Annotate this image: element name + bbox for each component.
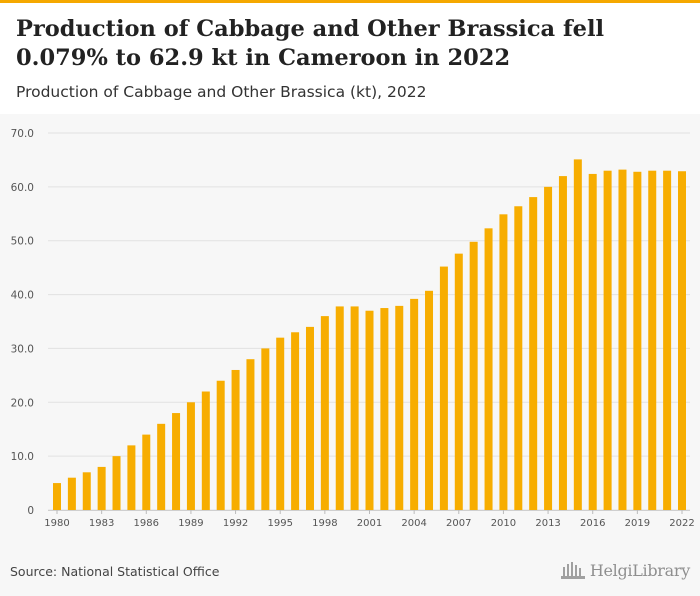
y-tick-label: 20.0 <box>11 397 34 409</box>
bar-2006[interactable] <box>439 266 448 510</box>
y-tick-label: 10.0 <box>11 451 34 463</box>
bar-2022[interactable] <box>678 171 686 511</box>
library-building-icon <box>560 562 585 579</box>
logo-text: HelgiLibrary <box>589 560 690 580</box>
x-tick-label: 2001 <box>357 518 382 529</box>
x-tick-label: 2016 <box>580 518 605 529</box>
bar-2012[interactable] <box>529 197 538 510</box>
bar-1999[interactable] <box>335 306 344 510</box>
bar-1988[interactable] <box>172 413 181 510</box>
bar-2000[interactable] <box>350 306 359 510</box>
bar-1986[interactable] <box>142 434 151 510</box>
chart-subtitle: Production of Cabbage and Other Brassica… <box>16 83 427 101</box>
bar-1998[interactable] <box>320 316 329 510</box>
bar-1997[interactable] <box>305 326 314 510</box>
y-tick-label: 40.0 <box>11 290 34 302</box>
bar-chart: 0 10.0 20.0 30.0 40.0 50.0 60.0 70.0 1980 1983 198… <box>11 128 695 529</box>
bar-2016[interactable] <box>588 173 597 510</box>
bar-1995[interactable] <box>276 337 285 510</box>
x-tick-label: 2004 <box>401 518 426 529</box>
footer: Source: National Statistical Office Helg… <box>0 548 700 596</box>
x-tick-label: 1998 <box>312 518 337 529</box>
bar-2008[interactable] <box>469 241 478 510</box>
bar-1993[interactable] <box>246 359 255 510</box>
bar-1980[interactable] <box>53 483 61 510</box>
bar-2010[interactable] <box>499 214 508 510</box>
bar-2020[interactable] <box>648 170 657 510</box>
x-tick-label: 1983 <box>89 518 114 529</box>
x-tick-label: 2010 <box>491 518 516 529</box>
bar-2003[interactable] <box>395 305 404 510</box>
bar-2013[interactable] <box>544 186 553 511</box>
source-note: Source: National Statistical Office <box>10 564 220 579</box>
x-tick-label: 2013 <box>535 518 560 529</box>
x-tick-label: 1995 <box>267 518 292 529</box>
bar-2001[interactable] <box>365 310 374 510</box>
bar-2004[interactable] <box>410 298 419 510</box>
bar-2005[interactable] <box>425 290 434 510</box>
bar-1983[interactable] <box>97 466 106 510</box>
bar-1992[interactable] <box>231 369 240 510</box>
y-tick-label: 60.0 <box>11 182 34 194</box>
x-tick-label: 2019 <box>625 518 650 529</box>
bar-2021[interactable] <box>663 170 672 510</box>
bar-2014[interactable] <box>558 176 567 510</box>
bar-1981[interactable] <box>67 477 76 510</box>
x-tick-label: 2022 <box>669 518 694 529</box>
bar-1996[interactable] <box>291 332 300 510</box>
bar-2017[interactable] <box>603 170 612 510</box>
bar-1984[interactable] <box>112 456 121 510</box>
bar-1989[interactable] <box>186 402 195 510</box>
bar-2018[interactable] <box>618 169 627 510</box>
x-tick-label: 2007 <box>446 518 471 529</box>
x-tick-label: 1986 <box>134 518 159 529</box>
x-tick-label: 1989 <box>178 518 203 529</box>
y-tick-label: 70.0 <box>11 128 34 140</box>
y-tick-label: 50.0 <box>11 236 34 248</box>
bar-2009[interactable] <box>484 228 493 510</box>
bar-1982[interactable] <box>82 472 91 510</box>
y-tick-label: 0 <box>27 505 34 517</box>
bar-2015[interactable] <box>573 159 582 510</box>
x-tick-label: 1980 <box>44 518 69 529</box>
y-tick-label: 30.0 <box>11 343 34 355</box>
bar-1987[interactable] <box>157 423 166 510</box>
x-tick-label: 1992 <box>223 518 248 529</box>
page-title: Production of Cabbage and Other Brassica… <box>16 16 605 71</box>
bar-1990[interactable] <box>201 391 210 510</box>
bar-2007[interactable] <box>454 253 463 510</box>
bar-1994[interactable] <box>261 348 270 510</box>
bar-2002[interactable] <box>380 308 389 510</box>
header: Production of Cabbage and Other Brassica… <box>0 0 700 114</box>
bar-2011[interactable] <box>514 206 523 510</box>
bar-1991[interactable] <box>216 380 225 510</box>
bar-1985[interactable] <box>127 445 136 510</box>
helgi-library-logo[interactable]: HelgiLibrary <box>560 560 690 580</box>
bar-2019[interactable] <box>633 171 642 510</box>
